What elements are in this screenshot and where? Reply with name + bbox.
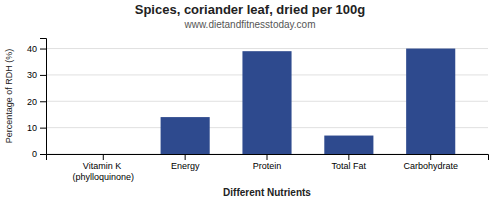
y-axis-line: [40, 39, 47, 155]
subtitle: www.dietandfitnesstoday.com: [184, 19, 316, 30]
x-axis: Vitamin K (phylloquinone) Energy Protein To…: [47, 154, 489, 182]
bars: [161, 49, 456, 154]
grid: [46, 49, 488, 154]
y-tick-mark: [40, 49, 46, 50]
y-tick-label: 30: [27, 70, 37, 80]
x-tick-label-line: Vitamin K: [83, 161, 124, 171]
y-tick-mark: [40, 154, 46, 155]
y-tick-label: 20: [27, 97, 37, 107]
bar: [242, 51, 291, 154]
y-tick-label: 40: [27, 44, 37, 54]
x-tick-mark: [267, 154, 268, 160]
x-tick-mark: [103, 154, 104, 160]
chart: Spices, coriander leaf, dried per 100g ww…: [0, 0, 500, 200]
y-axis-title: Percentage of RDH (%): [4, 49, 14, 144]
y-tick-mark: [40, 101, 46, 102]
x-tick-label: Total Fat: [332, 161, 367, 171]
x-tick: Energy: [171, 154, 200, 171]
y-tick-label: 0: [32, 149, 37, 159]
y-axis: 0 10 20 30 40: [27, 39, 47, 160]
y-tick-mark: [40, 75, 46, 76]
y-tick: 20: [27, 97, 46, 107]
bar: [79, 154, 128, 155]
y-tick-label: 10: [27, 123, 37, 133]
y-tick-mark: [40, 128, 46, 129]
x-tick: Vitamin K (phylloquinone): [73, 154, 135, 182]
x-tick-mark: [348, 154, 349, 160]
y-tick: 0: [32, 149, 46, 159]
bar: [406, 49, 455, 154]
x-tick-label: Vitamin K (phylloquinone): [73, 161, 135, 181]
x-tick: Carbohydrate: [403, 154, 458, 171]
y-tick: 10: [27, 123, 46, 133]
x-tick-mark: [430, 154, 431, 160]
chart-container: Spices, coriander leaf, dried per 100g ww…: [0, 0, 500, 200]
x-tick: Total Fat: [332, 154, 367, 171]
x-tick-label: Protein: [253, 161, 282, 171]
x-axis-line: [47, 155, 489, 161]
title: Spices, coriander leaf, dried per 100g: [135, 2, 366, 17]
x-tick-label: Energy: [171, 161, 200, 171]
x-tick-label: Carbohydrate: [403, 161, 458, 171]
x-axis-title: Different Nutrients: [223, 187, 311, 198]
x-tick-mark: [185, 154, 186, 160]
y-tick: 30: [27, 70, 46, 80]
y-tick: 40: [27, 44, 46, 54]
bar: [161, 117, 210, 154]
x-tick: Protein: [253, 154, 282, 171]
x-tick-label-line: (phylloquinone): [73, 172, 135, 182]
bar: [324, 136, 373, 154]
